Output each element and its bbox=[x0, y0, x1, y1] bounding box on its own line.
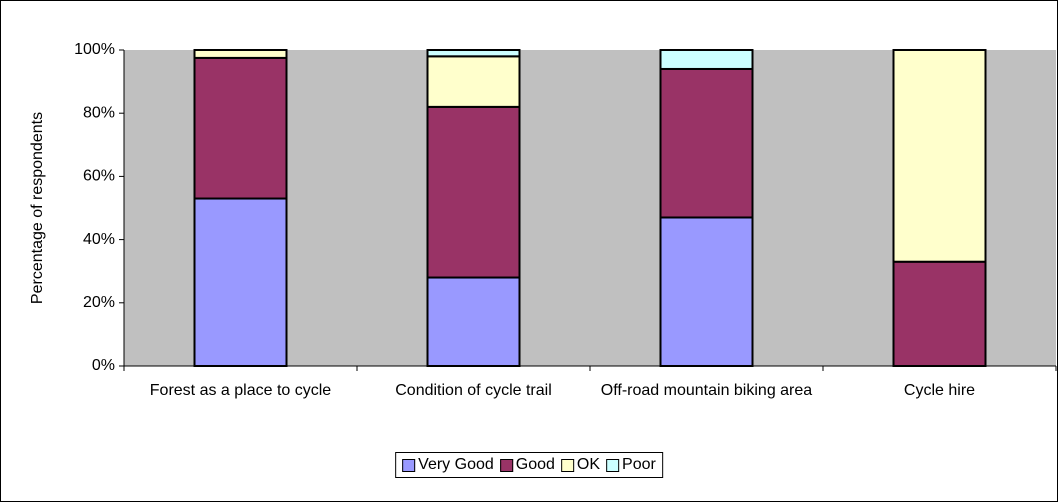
legend-item: Good bbox=[499, 455, 555, 475]
bar-segment bbox=[426, 105, 521, 279]
legend-swatch bbox=[606, 458, 620, 472]
bar-segment bbox=[659, 49, 754, 70]
legend-swatch bbox=[402, 458, 416, 472]
bar-segment bbox=[193, 49, 288, 59]
bar-segment bbox=[193, 197, 288, 367]
x-tick-label: Forest as a place to cycle bbox=[149, 382, 332, 399]
y-axis-title: Percentage of respondents bbox=[29, 112, 46, 304]
x-tick-label: Cycle hire bbox=[903, 382, 976, 399]
bar-segment bbox=[193, 56, 288, 200]
bar-segment bbox=[659, 216, 754, 367]
legend: Very Good Good OK Poor bbox=[395, 452, 663, 478]
legend-swatch bbox=[499, 458, 513, 472]
legend-label: Poor bbox=[622, 456, 656, 473]
x-tick-label: Off-road mountain biking area bbox=[600, 382, 813, 399]
y-tick-label: 100% bbox=[74, 41, 115, 58]
y-tick-label: 80% bbox=[83, 104, 115, 121]
legend-label: OK bbox=[576, 456, 601, 473]
y-tick-label: 20% bbox=[83, 294, 115, 311]
legend-item: Poor bbox=[606, 455, 656, 475]
bar-segment bbox=[426, 276, 521, 367]
x-tick-label: Condition of cycle trail bbox=[395, 382, 552, 399]
legend-label: Good bbox=[515, 456, 555, 473]
bar-segment bbox=[892, 49, 987, 263]
legend-label: Very Good bbox=[418, 456, 494, 473]
y-tick-label: 40% bbox=[83, 231, 115, 248]
bar-segment bbox=[892, 260, 987, 367]
legend-item: Very Good bbox=[402, 455, 494, 475]
y-tick-label: 60% bbox=[83, 168, 115, 185]
legend-item: OK bbox=[560, 455, 601, 475]
bar-segment bbox=[426, 55, 521, 108]
bar-segment bbox=[426, 49, 521, 58]
y-tick-label: 0% bbox=[92, 357, 115, 374]
legend-swatch bbox=[560, 458, 574, 472]
bar-segment bbox=[659, 67, 754, 219]
